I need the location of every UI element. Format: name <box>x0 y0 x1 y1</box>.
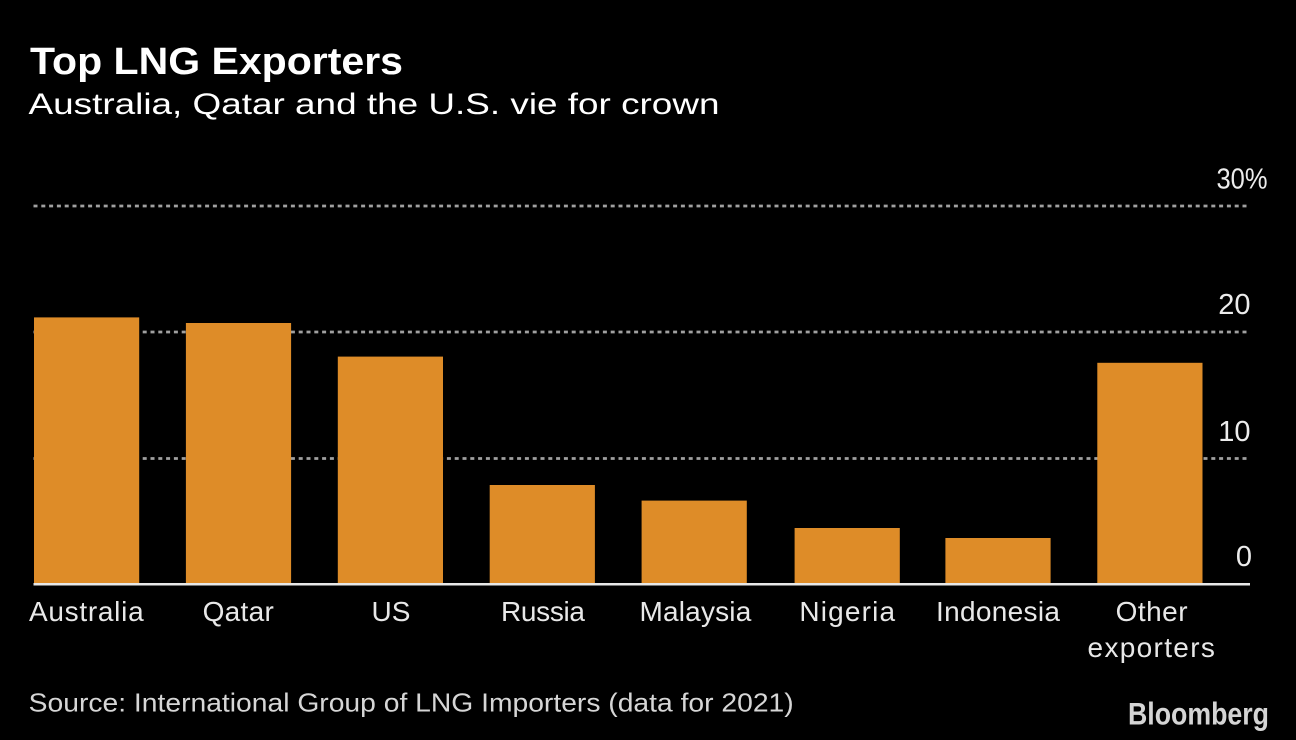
svg-text:US: US <box>372 596 411 627</box>
svg-text:Australia, Qatar and the U.S.: Australia, Qatar and the U.S. vie for cr… <box>29 88 720 121</box>
svg-text:Australia: Australia <box>29 596 144 627</box>
svg-text:Source: International Group of: Source: International Group of LNG Impor… <box>29 687 794 717</box>
svg-text:Top LNG Exporters: Top LNG Exporters <box>30 41 403 83</box>
svg-text:Bloomberg: Bloomberg <box>1128 696 1269 732</box>
svg-text:Indonesia: Indonesia <box>936 596 1060 627</box>
svg-text:exporters: exporters <box>1088 632 1215 663</box>
svg-text:Qatar: Qatar <box>203 596 274 627</box>
svg-text:Other: Other <box>1116 596 1188 627</box>
svg-text:Malaysia: Malaysia <box>640 596 752 627</box>
svg-text:10: 10 <box>1218 416 1250 448</box>
svg-text:Nigeria: Nigeria <box>799 596 895 627</box>
svg-text:20: 20 <box>1218 289 1250 321</box>
svg-text:0: 0 <box>1236 541 1252 573</box>
svg-text:30%: 30% <box>1217 164 1268 196</box>
svg-text:Russia: Russia <box>501 596 585 627</box>
